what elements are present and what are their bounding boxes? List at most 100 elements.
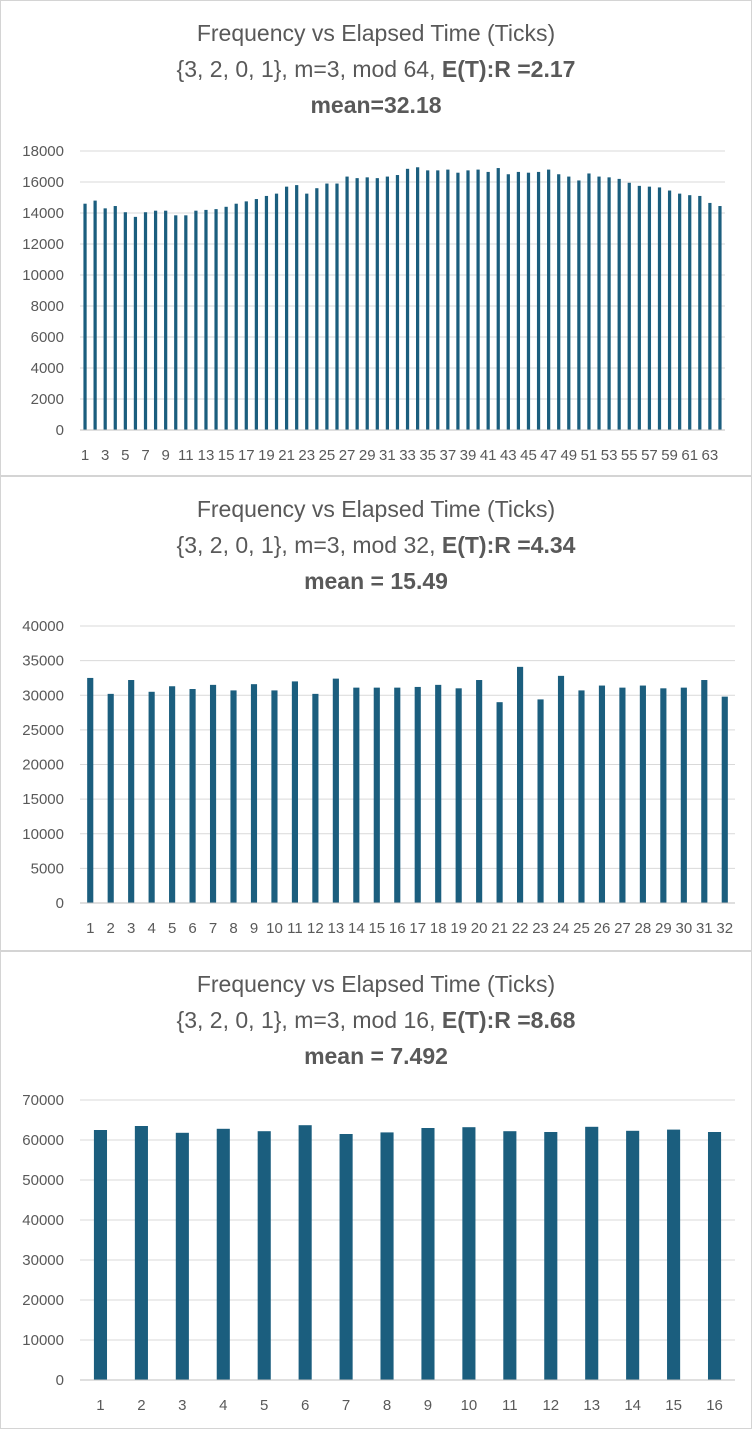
y-tick-label: 25000: [22, 722, 64, 739]
y-tick-label: 4000: [31, 360, 64, 377]
bar: [421, 1128, 435, 1380]
x-tick-label: 27: [339, 447, 356, 464]
bar: [455, 688, 462, 903]
bar: [456, 172, 460, 430]
y-tick-label: 10000: [22, 267, 64, 284]
bar: [184, 215, 188, 430]
bar: [345, 176, 349, 430]
x-tick-label: 11: [502, 1397, 518, 1414]
y-tick-label: 6000: [31, 329, 64, 346]
bar: [305, 193, 309, 430]
bar: [385, 176, 389, 430]
bar: [547, 169, 551, 430]
bar: [476, 169, 480, 430]
bar-chart-mod32: 0 5000 10000 15000 20000 25000 30000 35000 40000…: [22, 618, 735, 937]
bar: [587, 173, 591, 430]
x-tick-label: 39: [460, 447, 477, 464]
bar: [607, 177, 611, 430]
x-tick-label: 21: [278, 447, 295, 464]
bar: [332, 678, 339, 903]
x-tick-label: 37: [440, 447, 457, 464]
bar: [194, 210, 198, 430]
x-tick-label: 3: [127, 920, 135, 937]
bar: [93, 200, 97, 430]
x-tick-label: 5: [260, 1397, 268, 1414]
y-tick-label: 35000: [22, 653, 64, 670]
bar: [107, 693, 114, 903]
y-tick-label: 16000: [22, 174, 64, 191]
y-tick-label: 14000: [22, 205, 64, 222]
bar: [517, 666, 524, 903]
x-tick-label: 49: [560, 447, 577, 464]
y-tick-label: 30000: [22, 687, 64, 704]
bar: [271, 690, 278, 903]
bar: [143, 212, 148, 430]
bar: [312, 693, 319, 903]
x-tick-label: 29: [359, 447, 376, 464]
x-tick-label: 23: [298, 447, 315, 464]
x-tick-label: 8: [383, 1397, 391, 1414]
bar: [680, 687, 687, 903]
bar: [353, 687, 360, 903]
x-tick-label: 15: [665, 1397, 682, 1414]
y-tick-label: 30000: [22, 1252, 64, 1269]
x-tick-label: 3: [178, 1397, 186, 1414]
bar: [414, 686, 421, 903]
bar: [394, 687, 401, 903]
bar: [426, 170, 430, 430]
bar: [209, 684, 217, 903]
subtitle-text: {3, 2, 0, 1}, m=3, mod 32,: [176, 532, 442, 558]
bar: [274, 193, 279, 430]
bar: [476, 680, 483, 903]
chart-subtitle: {3, 2, 0, 1}, m=3, mod 32, E(T):R =4.34: [1, 527, 751, 563]
chart-panel-mod16: Frequency vs Elapsed Time (Ticks) {3, 2,…: [0, 951, 752, 1429]
bar: [526, 172, 531, 430]
x-tick-label: 7: [342, 1397, 350, 1414]
bar: [134, 1126, 148, 1380]
y-tick-label: 10000: [22, 826, 64, 843]
x-tick-label: 16: [706, 1397, 723, 1414]
x-tick-label: 15: [368, 920, 385, 937]
x-tick-label: 6: [301, 1397, 309, 1414]
y-tick-label: 0: [56, 895, 64, 912]
x-tick-label: 25: [319, 447, 336, 464]
bar: [496, 168, 500, 431]
chart-titles: Frequency vs Elapsed Time (Ticks) {3, 2,…: [1, 491, 751, 599]
chart-titles: Frequency vs Elapsed Time (Ticks) {3, 2,…: [1, 966, 751, 1074]
x-tick-label: 17: [238, 447, 255, 464]
bar: [169, 686, 176, 903]
x-tick-label: 12: [542, 1397, 559, 1414]
subtitle-ratio: E(T):R =8.68: [441, 1007, 576, 1033]
bar: [718, 206, 722, 430]
bar: [298, 1125, 312, 1380]
y-tick-label: 50000: [22, 1172, 64, 1189]
x-tick-label: 25: [573, 920, 590, 937]
x-tick-label: 23: [532, 920, 549, 937]
x-tick-label: 16: [389, 920, 406, 937]
bar: [627, 182, 631, 430]
chart-mean-label: mean=32.18: [310, 92, 442, 118]
chart-title: Frequency vs Elapsed Time (Ticks): [196, 971, 556, 997]
x-tick-label: 33: [399, 447, 416, 464]
x-tick-label: 28: [635, 920, 652, 937]
bar: [597, 176, 601, 430]
bar: [189, 689, 196, 903]
x-tick-label: 21: [491, 920, 508, 937]
subtitle-ratio: E(T):R =2.17: [441, 56, 576, 82]
y-tick-label: 60000: [22, 1132, 64, 1149]
bar: [164, 210, 168, 430]
x-tick-label: 10: [266, 920, 283, 937]
y-tick-label: 40000: [22, 1212, 64, 1229]
bar: [701, 680, 708, 903]
y-tick-label: 5000: [31, 860, 64, 877]
bar: [325, 183, 329, 430]
chart-titles: Frequency vs Elapsed Time (Ticks) {3, 2,…: [1, 15, 751, 123]
x-tick-label: 2: [107, 920, 115, 937]
bar: [103, 208, 107, 430]
x-tick-label: 11: [178, 447, 194, 464]
x-tick-label: 41: [480, 447, 497, 464]
x-tick-label: 7: [209, 920, 217, 937]
bar: [657, 187, 662, 430]
bar: [660, 688, 667, 903]
